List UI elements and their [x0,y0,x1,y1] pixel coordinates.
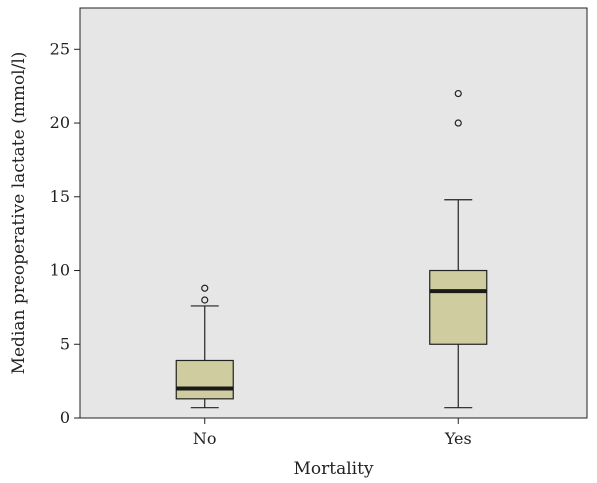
plot-area [79,7,588,419]
x-tick-label: No [193,429,217,448]
y-tick-label: 0 [60,408,70,427]
outlier-point [201,284,209,292]
y-tick-label: 5 [60,334,70,353]
x-tick-label: Yes [444,429,472,448]
y-tick-label: 15 [50,187,70,206]
iqr-box [429,269,488,345]
y-tick-label: 20 [50,113,70,132]
iqr-box [175,359,234,400]
y-tick-label: 10 [50,261,70,280]
axes: 0 5 10 15 20 25 No Yes [50,39,472,448]
outlier-point [201,296,209,304]
y-tick-label: 25 [50,39,70,58]
outlier-point [454,89,462,98]
box-group-yes [429,89,488,409]
x-axis-title: Mortality [293,459,373,479]
boxplot-marks [175,89,488,409]
outlier-point [454,119,462,127]
y-axis-title: Median preoperative lactate (mmol/l) [9,52,29,375]
box-group-no [175,284,234,409]
